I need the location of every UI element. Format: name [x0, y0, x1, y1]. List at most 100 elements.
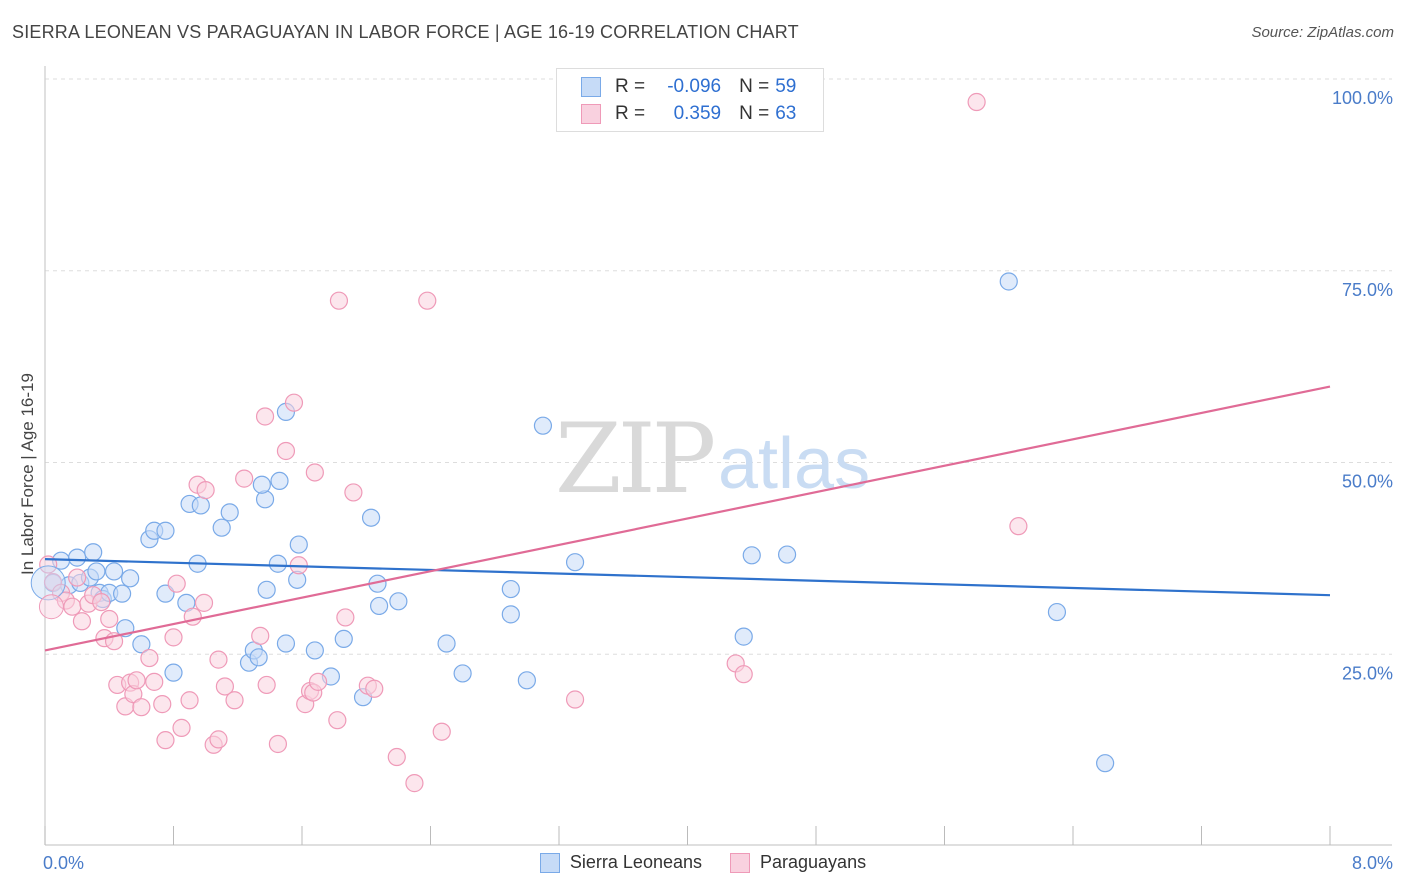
n-label: N = [739, 103, 770, 124]
point-paraguayan [68, 568, 87, 587]
point-paraguayan [268, 734, 288, 754]
point-sierra-leonean [361, 508, 381, 527]
point-paraguayan [164, 628, 183, 647]
point-sierra-leonean [389, 592, 408, 611]
point-sierra-leonean [268, 554, 288, 573]
point-paraguayan [1009, 517, 1028, 536]
point-sierra-leonean [104, 562, 124, 581]
point-paraguayan [180, 691, 199, 710]
point-paraguayan [418, 291, 437, 310]
point-paraguayan [308, 672, 328, 691]
point-sierra-leonean [30, 565, 66, 601]
y-tick-label: 50.0% [1342, 472, 1393, 492]
point-sierra-leonean [156, 521, 175, 540]
point-paraguayan [305, 463, 324, 482]
point-paraguayan [209, 650, 228, 669]
point-paraguayan [251, 626, 270, 645]
legend-item-sierra[interactable]: Sierra Leoneans [539, 852, 702, 873]
point-paraguayan [100, 609, 119, 629]
point-sierra-leonean [257, 580, 276, 599]
point-sierra-leonean [289, 535, 308, 554]
point-paraguayan [336, 608, 355, 627]
point-sierra-leonean [164, 663, 183, 682]
axes [44, 66, 1392, 846]
tick-labels: 25.0% 50.0% 75.0% 100.0% 0.0% 8.0% [43, 88, 1393, 873]
point-sierra-leonean [84, 543, 103, 562]
data-points [30, 92, 1115, 793]
x-tick-label: 0.0% [43, 853, 84, 873]
point-sierra-leonean [87, 562, 106, 581]
point-paraguayan [284, 393, 304, 412]
point-paraguayan [365, 679, 384, 698]
point-sierra-leonean [68, 548, 87, 567]
point-paraguayan [255, 407, 275, 426]
legend-label: Sierra Leoneans [569, 852, 702, 872]
point-paraguayan [405, 774, 424, 793]
point-paraguayan [38, 594, 64, 620]
point-sierra-leonean [249, 648, 268, 667]
r-label: R = [615, 76, 646, 97]
point-sierra-leonean [112, 584, 132, 603]
n-value: 63 [775, 103, 797, 124]
point-paraguayan [328, 711, 347, 730]
r-value: -0.096 [667, 76, 722, 97]
legend-swatch-blue [539, 852, 560, 873]
n-value: 59 [775, 76, 797, 97]
stats-legend: R = -0.096 N = 59 R = 0.359 N = 63 [556, 68, 824, 132]
y-tick-label: 75.0% [1342, 280, 1393, 300]
point-paraguayan [276, 441, 296, 461]
r-label: R = [615, 103, 646, 124]
point-paraguayan [127, 671, 146, 690]
chart-title: SIERRA LEONEAN VS PARAGUAYAN IN LABOR FO… [12, 22, 799, 42]
point-paraguayan [209, 730, 228, 749]
point-paraguayan [172, 718, 191, 737]
legend-swatch-blue [581, 77, 601, 97]
legend-swatch-pink [730, 852, 750, 873]
n-label: N = [739, 76, 770, 97]
point-sierra-leonean [220, 503, 239, 522]
point-sierra-leonean [517, 671, 536, 690]
point-paraguayan [196, 481, 215, 500]
point-sierra-leonean [212, 518, 231, 537]
point-sierra-leonean [453, 664, 472, 683]
point-sierra-leonean [501, 579, 520, 599]
trend-lines [44, 385, 1331, 652]
point-sierra-leonean [742, 546, 761, 565]
point-sierra-leonean [191, 496, 210, 515]
point-paraguayan [225, 691, 244, 710]
point-paraguayan [565, 690, 585, 709]
watermark: ZIP atlas [555, 403, 870, 515]
point-paraguayan [183, 607, 202, 626]
series-legend: Sierra Leoneans Paraguayans [0, 852, 1406, 873]
legend-label: Paraguayans [760, 852, 867, 872]
point-sierra-leonean [734, 627, 753, 646]
legend-item-paraguayan[interactable]: Paraguayans [730, 852, 866, 873]
point-paraguayan [156, 731, 175, 750]
point-sierra-leonean [334, 629, 353, 649]
point-sierra-leonean [533, 416, 553, 435]
point-sierra-leonean [305, 641, 324, 660]
point-sierra-leonean [1096, 754, 1115, 773]
point-sierra-leonean [565, 553, 585, 572]
point-sierra-leonean [370, 596, 389, 616]
y-tick-label: 25.0% [1342, 663, 1393, 683]
y-tick-label: 100.0% [1332, 88, 1393, 108]
grid-lines [45, 78, 1392, 655]
point-sierra-leonean [276, 634, 296, 653]
point-sierra-leonean [252, 475, 271, 494]
point-paraguayan [215, 677, 234, 696]
point-sierra-leonean [270, 471, 289, 491]
source-label: Source: ZipAtlas.com [1251, 24, 1394, 41]
point-paraguayan [194, 593, 214, 612]
point-paraguayan [432, 722, 451, 741]
legend-row-paraguayan: R = 0.359 N = 63 [581, 101, 796, 127]
point-paraguayan [167, 574, 186, 593]
point-paraguayan [257, 675, 276, 695]
trend-line-paraguayan [44, 385, 1331, 652]
r-value: 0.359 [673, 103, 722, 124]
watermark-atlas: atlas [718, 424, 870, 504]
point-sierra-leonean [1047, 602, 1067, 622]
point-sierra-leonean [501, 605, 520, 624]
legend-row-sierra: R = -0.096 N = 59 [581, 74, 796, 100]
